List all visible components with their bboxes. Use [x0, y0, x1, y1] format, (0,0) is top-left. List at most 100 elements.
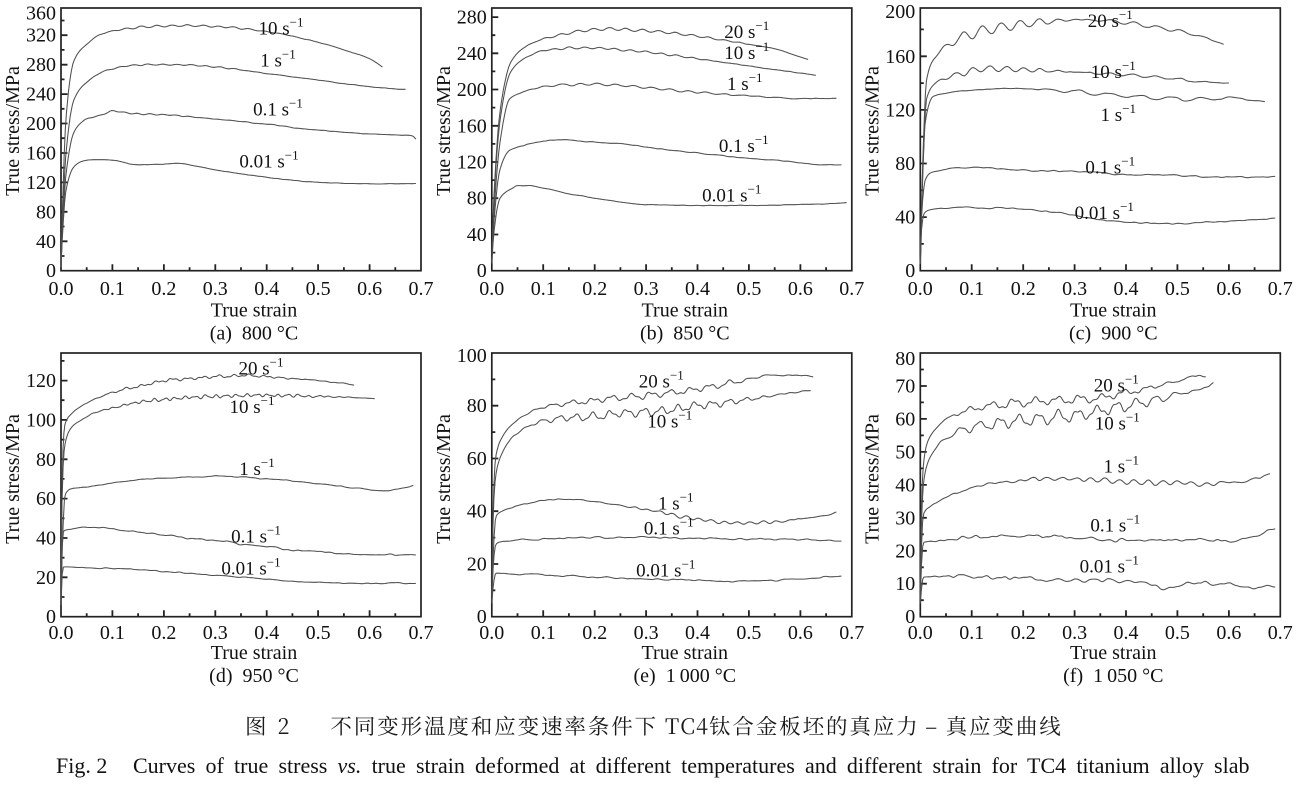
svg-text:0.2: 0.2 [582, 622, 607, 644]
svg-text:0.3: 0.3 [1062, 278, 1087, 300]
svg-text:200: 200 [26, 113, 56, 135]
svg-text:0.4: 0.4 [1114, 622, 1139, 644]
svg-text:0.5: 0.5 [736, 622, 761, 644]
svg-text:80: 80 [36, 201, 56, 223]
svg-text:0.5: 0.5 [306, 622, 331, 644]
svg-text:0.01 s−1: 0.01 s−1 [221, 555, 280, 580]
svg-text:0.6: 0.6 [357, 278, 382, 300]
svg-text:0: 0 [905, 260, 915, 282]
svg-text:True strain: True strain [211, 642, 297, 664]
svg-text:100: 100 [26, 409, 56, 431]
svg-text:60: 60 [895, 408, 915, 430]
svg-text:0: 0 [477, 260, 487, 282]
svg-text:0.3: 0.3 [203, 622, 228, 644]
svg-text:10 s−1: 10 s−1 [724, 39, 769, 64]
svg-text:80: 80 [467, 188, 487, 210]
svg-text:0.4: 0.4 [1114, 278, 1139, 300]
svg-text:60: 60 [467, 448, 487, 470]
svg-text:True stress/MPa: True stress/MPa [433, 414, 455, 544]
svg-text:0: 0 [905, 606, 915, 628]
svg-text:(a) 800 °C: (a) 800 °C [210, 322, 299, 344]
svg-text:160: 160 [26, 143, 56, 165]
svg-text:240: 240 [457, 43, 487, 65]
svg-text:40: 40 [895, 207, 915, 229]
svg-text:1 s−1: 1 s−1 [239, 455, 275, 480]
svg-text:0.3: 0.3 [203, 278, 228, 300]
svg-text:0.6: 0.6 [1216, 278, 1241, 300]
svg-text:80: 80 [895, 153, 915, 175]
svg-text:10 s−1: 10 s−1 [230, 393, 275, 418]
svg-text:0.7: 0.7 [409, 278, 434, 300]
svg-text:80: 80 [36, 449, 56, 471]
svg-text:40: 40 [895, 474, 915, 496]
svg-text:40: 40 [36, 528, 56, 550]
svg-text:0: 0 [46, 260, 56, 282]
svg-text:80: 80 [467, 395, 487, 417]
svg-text:True stress/MPa: True stress/MPa [861, 66, 883, 196]
svg-text:True stress/MPa: True stress/MPa [2, 66, 24, 196]
svg-text:0.6: 0.6 [1216, 622, 1241, 644]
svg-text:80: 80 [895, 348, 915, 370]
svg-text:0.0: 0.0 [49, 278, 74, 300]
svg-text:(b) 850 °C: (b) 850 °C [640, 322, 730, 344]
svg-text:20: 20 [36, 567, 56, 589]
svg-text:0.3: 0.3 [634, 278, 659, 300]
svg-text:0.0: 0.0 [479, 278, 504, 300]
svg-text:0.3: 0.3 [634, 622, 659, 644]
svg-text:0.1: 0.1 [959, 622, 984, 644]
svg-text:120: 120 [457, 152, 487, 174]
svg-text:0.7: 0.7 [839, 278, 864, 300]
svg-text:True strain: True strain [211, 300, 297, 322]
svg-text:120: 120 [26, 370, 56, 392]
svg-text:240: 240 [26, 84, 56, 106]
svg-text:0.5: 0.5 [736, 278, 761, 300]
svg-text:0.2: 0.2 [1011, 278, 1036, 300]
svg-text:360: 360 [26, 2, 56, 24]
svg-text:(e) 1 000 °C: (e) 1 000 °C [634, 665, 737, 687]
svg-text:0.0: 0.0 [908, 622, 933, 644]
svg-text:(f) 1 050 °C: (f) 1 050 °C [1063, 665, 1163, 687]
svg-text:280: 280 [26, 54, 56, 76]
svg-text:True strain: True strain [642, 642, 728, 664]
svg-text:40: 40 [36, 231, 56, 253]
svg-text:120: 120 [26, 172, 56, 194]
svg-text:0.5: 0.5 [1165, 622, 1190, 644]
svg-text:0.1: 0.1 [959, 278, 984, 300]
svg-text:(c) 900 °C: (c) 900 °C [1069, 322, 1158, 344]
svg-text:0.6: 0.6 [788, 278, 813, 300]
svg-text:280: 280 [457, 7, 487, 29]
svg-text:True strain: True strain [1070, 642, 1156, 664]
svg-text:200: 200 [885, 1, 915, 23]
svg-text:0.6: 0.6 [788, 622, 813, 644]
svg-text:0.7: 0.7 [1268, 278, 1293, 300]
svg-text:20: 20 [895, 540, 915, 562]
svg-text:0.1: 0.1 [100, 622, 125, 644]
svg-text:0.3: 0.3 [1062, 622, 1087, 644]
svg-text:0.4: 0.4 [685, 278, 710, 300]
svg-text:120: 120 [885, 99, 915, 121]
svg-text:0.4: 0.4 [254, 278, 279, 300]
svg-text:True stress/MPa: True stress/MPa [433, 66, 455, 196]
svg-text:0.7: 0.7 [409, 622, 434, 644]
svg-text:320: 320 [26, 25, 56, 47]
svg-text:0.2: 0.2 [151, 622, 176, 644]
svg-text:0.0: 0.0 [479, 622, 504, 644]
svg-text:160: 160 [457, 115, 487, 137]
svg-text:0.7: 0.7 [1268, 622, 1293, 644]
svg-text:0.1 s−1: 0.1 s−1 [231, 523, 281, 548]
svg-text:10 s−1: 10 s−1 [1091, 58, 1136, 83]
svg-text:0.2: 0.2 [582, 278, 607, 300]
svg-text:True strain: True strain [642, 300, 728, 322]
svg-text:160: 160 [885, 46, 915, 68]
svg-text:0.7: 0.7 [839, 622, 864, 644]
svg-text:Fig. 2: Fig. 2 [56, 753, 107, 778]
svg-text:70: 70 [895, 376, 915, 398]
svg-text:200: 200 [457, 79, 487, 101]
svg-text:10 s−1: 10 s−1 [647, 408, 692, 433]
svg-text:Curves of true stress vs. true: Curves of true stress vs. true strain de… [133, 753, 1249, 778]
svg-text:True strain: True strain [1070, 300, 1156, 322]
svg-text:40: 40 [467, 501, 487, 523]
svg-text:0.1: 0.1 [531, 278, 556, 300]
svg-text:0.5: 0.5 [1165, 278, 1190, 300]
svg-text:20 s−1: 20 s−1 [1094, 372, 1139, 397]
